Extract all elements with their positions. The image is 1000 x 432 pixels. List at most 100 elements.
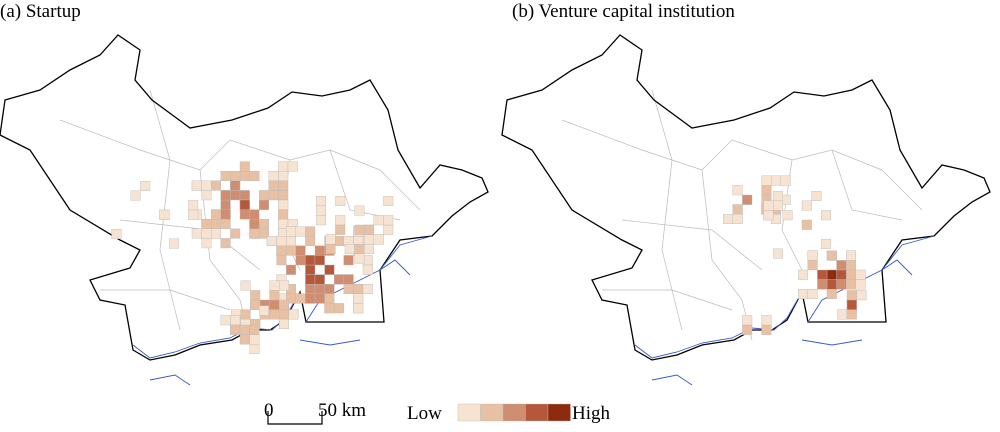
scale-end: 50 km — [318, 400, 366, 421]
heat-cell — [354, 253, 365, 264]
heat-cell — [817, 269, 828, 280]
heat-cell — [324, 284, 335, 295]
heat-cell — [383, 224, 394, 235]
heat-cell — [761, 324, 772, 335]
heat-cell — [111, 228, 122, 239]
heat-cell — [344, 243, 355, 254]
heat-cell — [130, 190, 141, 201]
heat-cell — [353, 293, 364, 304]
heat-cell — [276, 235, 287, 246]
legend-swatch — [525, 403, 549, 422]
heat-cell — [239, 324, 250, 335]
heat-cell — [335, 215, 346, 226]
heat-cell — [837, 309, 848, 320]
heat-cell — [239, 334, 250, 345]
heat-cell — [278, 161, 289, 172]
heat-cell — [742, 315, 753, 326]
heat-cell — [334, 235, 345, 246]
heat-cell — [249, 344, 260, 355]
heat-cell — [373, 234, 384, 245]
heat-cell — [191, 180, 202, 191]
heat-cell — [288, 309, 299, 320]
heat-cell — [269, 280, 280, 291]
heat-cell — [817, 279, 828, 290]
heat-cell — [305, 274, 316, 285]
heat-cell — [855, 279, 866, 290]
heat-cell — [305, 235, 316, 246]
heat-cell — [269, 299, 280, 310]
heat-cell — [732, 213, 743, 224]
heat-cell — [140, 180, 151, 191]
heat-cell — [305, 284, 316, 295]
legend-low: Low — [407, 403, 442, 424]
heat-cell — [188, 200, 199, 211]
heat-cell — [268, 170, 279, 181]
heat-cell — [278, 180, 289, 191]
heat-cell — [259, 218, 270, 229]
heat-cell — [335, 224, 346, 235]
heat-cell — [373, 215, 384, 226]
heat-cell — [279, 309, 290, 320]
heat-cell — [295, 255, 306, 266]
heat-cell — [362, 255, 373, 266]
heat-cell — [801, 219, 812, 230]
heat-cell — [856, 290, 867, 301]
heat-cell — [316, 215, 327, 226]
heat-cell — [314, 284, 325, 295]
heat-cell — [324, 293, 335, 304]
heat-cell — [266, 235, 277, 246]
heat-cell — [773, 248, 784, 259]
heat-cell — [188, 209, 199, 220]
heat-cell — [780, 175, 791, 186]
heat-cell — [295, 226, 306, 237]
heat-cell — [742, 194, 753, 205]
heat-cell — [334, 303, 345, 314]
heat-cell — [269, 309, 280, 320]
heat-cell — [773, 190, 784, 201]
heat-cell — [268, 180, 279, 191]
heat-cell — [836, 260, 847, 271]
heat-cell — [325, 243, 336, 254]
heat-cell — [305, 264, 316, 275]
heat-cell — [821, 210, 832, 221]
heat-cell — [836, 269, 847, 280]
heat-cell — [240, 309, 251, 320]
heat-cell — [201, 180, 212, 191]
heat-cell — [343, 284, 354, 295]
heat-cell — [742, 324, 753, 335]
heat-cell — [230, 170, 241, 181]
heat-cell — [259, 199, 270, 210]
heat-cell — [354, 243, 365, 254]
heat-cell — [364, 234, 375, 245]
heat-cell — [855, 269, 866, 280]
heat-cell — [846, 260, 857, 271]
heat-cell — [305, 226, 316, 237]
heat-cell — [230, 190, 241, 201]
legend-swatch — [502, 403, 526, 422]
heat-cell — [201, 228, 212, 239]
heat-cell — [239, 199, 250, 210]
heat-cell — [846, 299, 857, 310]
heat-cell — [278, 199, 289, 210]
heat-cell — [811, 190, 822, 201]
heat-cell — [201, 238, 212, 249]
heat-cell — [846, 279, 857, 290]
heat-cell — [314, 245, 325, 256]
heat-cell — [761, 185, 772, 196]
heat-cell — [761, 175, 772, 186]
heat-cell — [846, 250, 857, 261]
heat-cell — [771, 175, 782, 186]
heat-cell — [278, 190, 289, 201]
heat-cell — [354, 205, 365, 216]
heat-cell — [286, 226, 297, 237]
panel-title: (a) Startup — [0, 1, 81, 22]
heat-cell — [220, 315, 231, 326]
heat-cell — [314, 274, 325, 285]
heat-cell — [826, 250, 837, 261]
heat-cell — [191, 228, 202, 239]
heat-cell — [276, 255, 287, 266]
heat-cell — [295, 293, 306, 304]
heat-cell — [305, 293, 316, 304]
legend-swatch — [457, 403, 481, 422]
heat-cell — [383, 215, 394, 226]
